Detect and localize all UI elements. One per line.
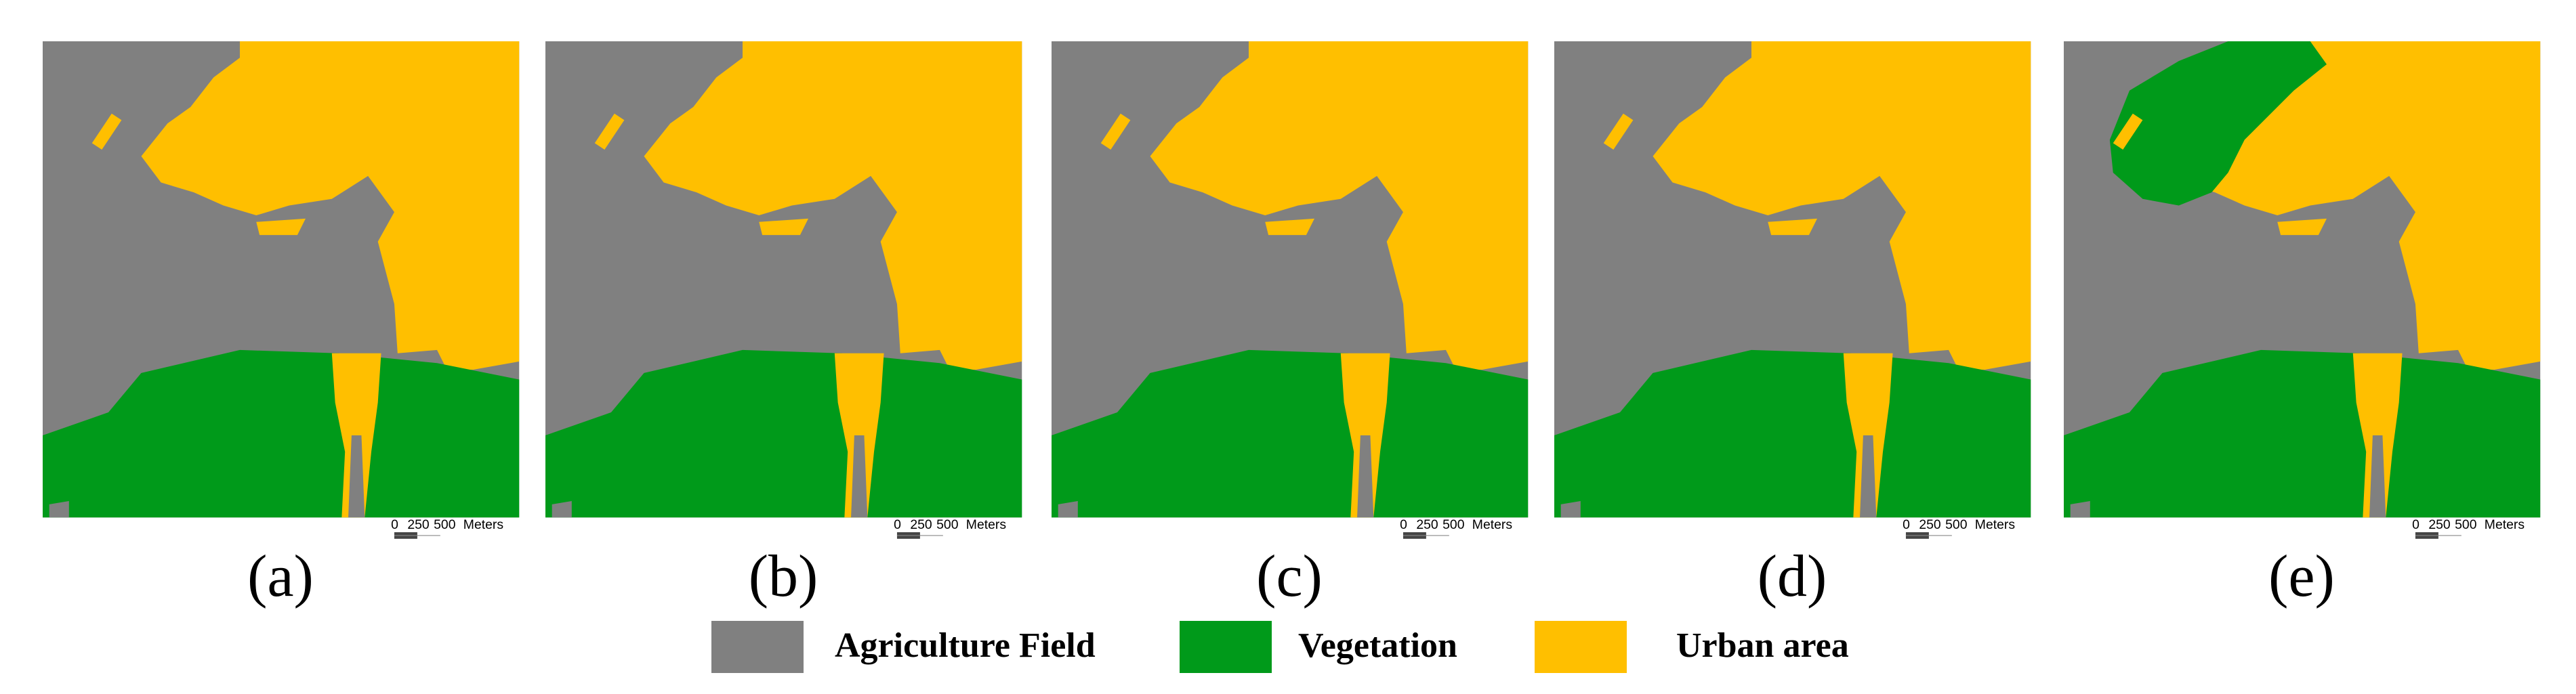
scale-bar-tick: 250 xyxy=(1919,517,1941,532)
scale-bar-tick: 500 xyxy=(1442,517,1465,532)
panel-label: (d) xyxy=(1758,544,1827,609)
panel-label: (b) xyxy=(749,544,818,609)
legend-label: Urban area xyxy=(1676,626,1849,665)
map-panel: 0 250 500 Meters xyxy=(1554,41,2031,539)
map-panel: 0 250 500 Meters xyxy=(1052,41,1529,539)
map-panel: 0 250 500 Meters xyxy=(2064,41,2541,539)
legend-swatch xyxy=(711,621,804,673)
panel-label: (a) xyxy=(247,544,314,609)
map-panel: 0 250 500 Meters xyxy=(545,41,1022,539)
scale-bar-tick: 0 xyxy=(1400,517,1407,532)
legend-label: Vegetation xyxy=(1298,626,1457,665)
scale-bar-tick: 0 xyxy=(894,517,901,532)
land-cover-map xyxy=(1554,41,2031,518)
panel-label: (e) xyxy=(2268,544,2335,609)
scale-bar-tick: 250 xyxy=(1416,517,1438,532)
scale-bar-tick: 500 xyxy=(434,517,456,532)
legend-swatch xyxy=(1535,621,1627,673)
scale-bar-unit: Meters xyxy=(1472,517,1512,532)
scale-bar-tick: 500 xyxy=(936,517,959,532)
scale-bar-tick: 500 xyxy=(1945,517,1968,532)
vegetation-patch xyxy=(2109,41,2327,206)
urban-strip xyxy=(2113,113,2143,150)
scale-bar-tick: 250 xyxy=(910,517,932,532)
panel-label: (c) xyxy=(1256,544,1323,609)
land-cover-map xyxy=(545,41,1022,518)
scale-bar-unit: Meters xyxy=(463,517,503,532)
legend-swatch xyxy=(1180,621,1272,673)
scale-bar-tick: 250 xyxy=(407,517,430,532)
scale-bar-unit: Meters xyxy=(1975,517,2015,532)
scale-bar-tick: 250 xyxy=(2428,517,2451,532)
scale-bar-tick: 500 xyxy=(2455,517,2477,532)
scale-bar-unit: Meters xyxy=(966,517,1006,532)
scale-bar-tick: 0 xyxy=(2412,517,2419,532)
scale-bar-tick: 0 xyxy=(1903,517,1910,532)
scale-bar-tick: 0 xyxy=(391,517,398,532)
land-cover-map xyxy=(43,41,520,518)
scale-bar-unit: Meters xyxy=(2485,517,2525,532)
land-cover-map xyxy=(1052,41,1529,518)
legend-label: Agriculture Field xyxy=(835,626,1096,665)
map-panel: 0 250 500 Meters xyxy=(43,41,520,539)
